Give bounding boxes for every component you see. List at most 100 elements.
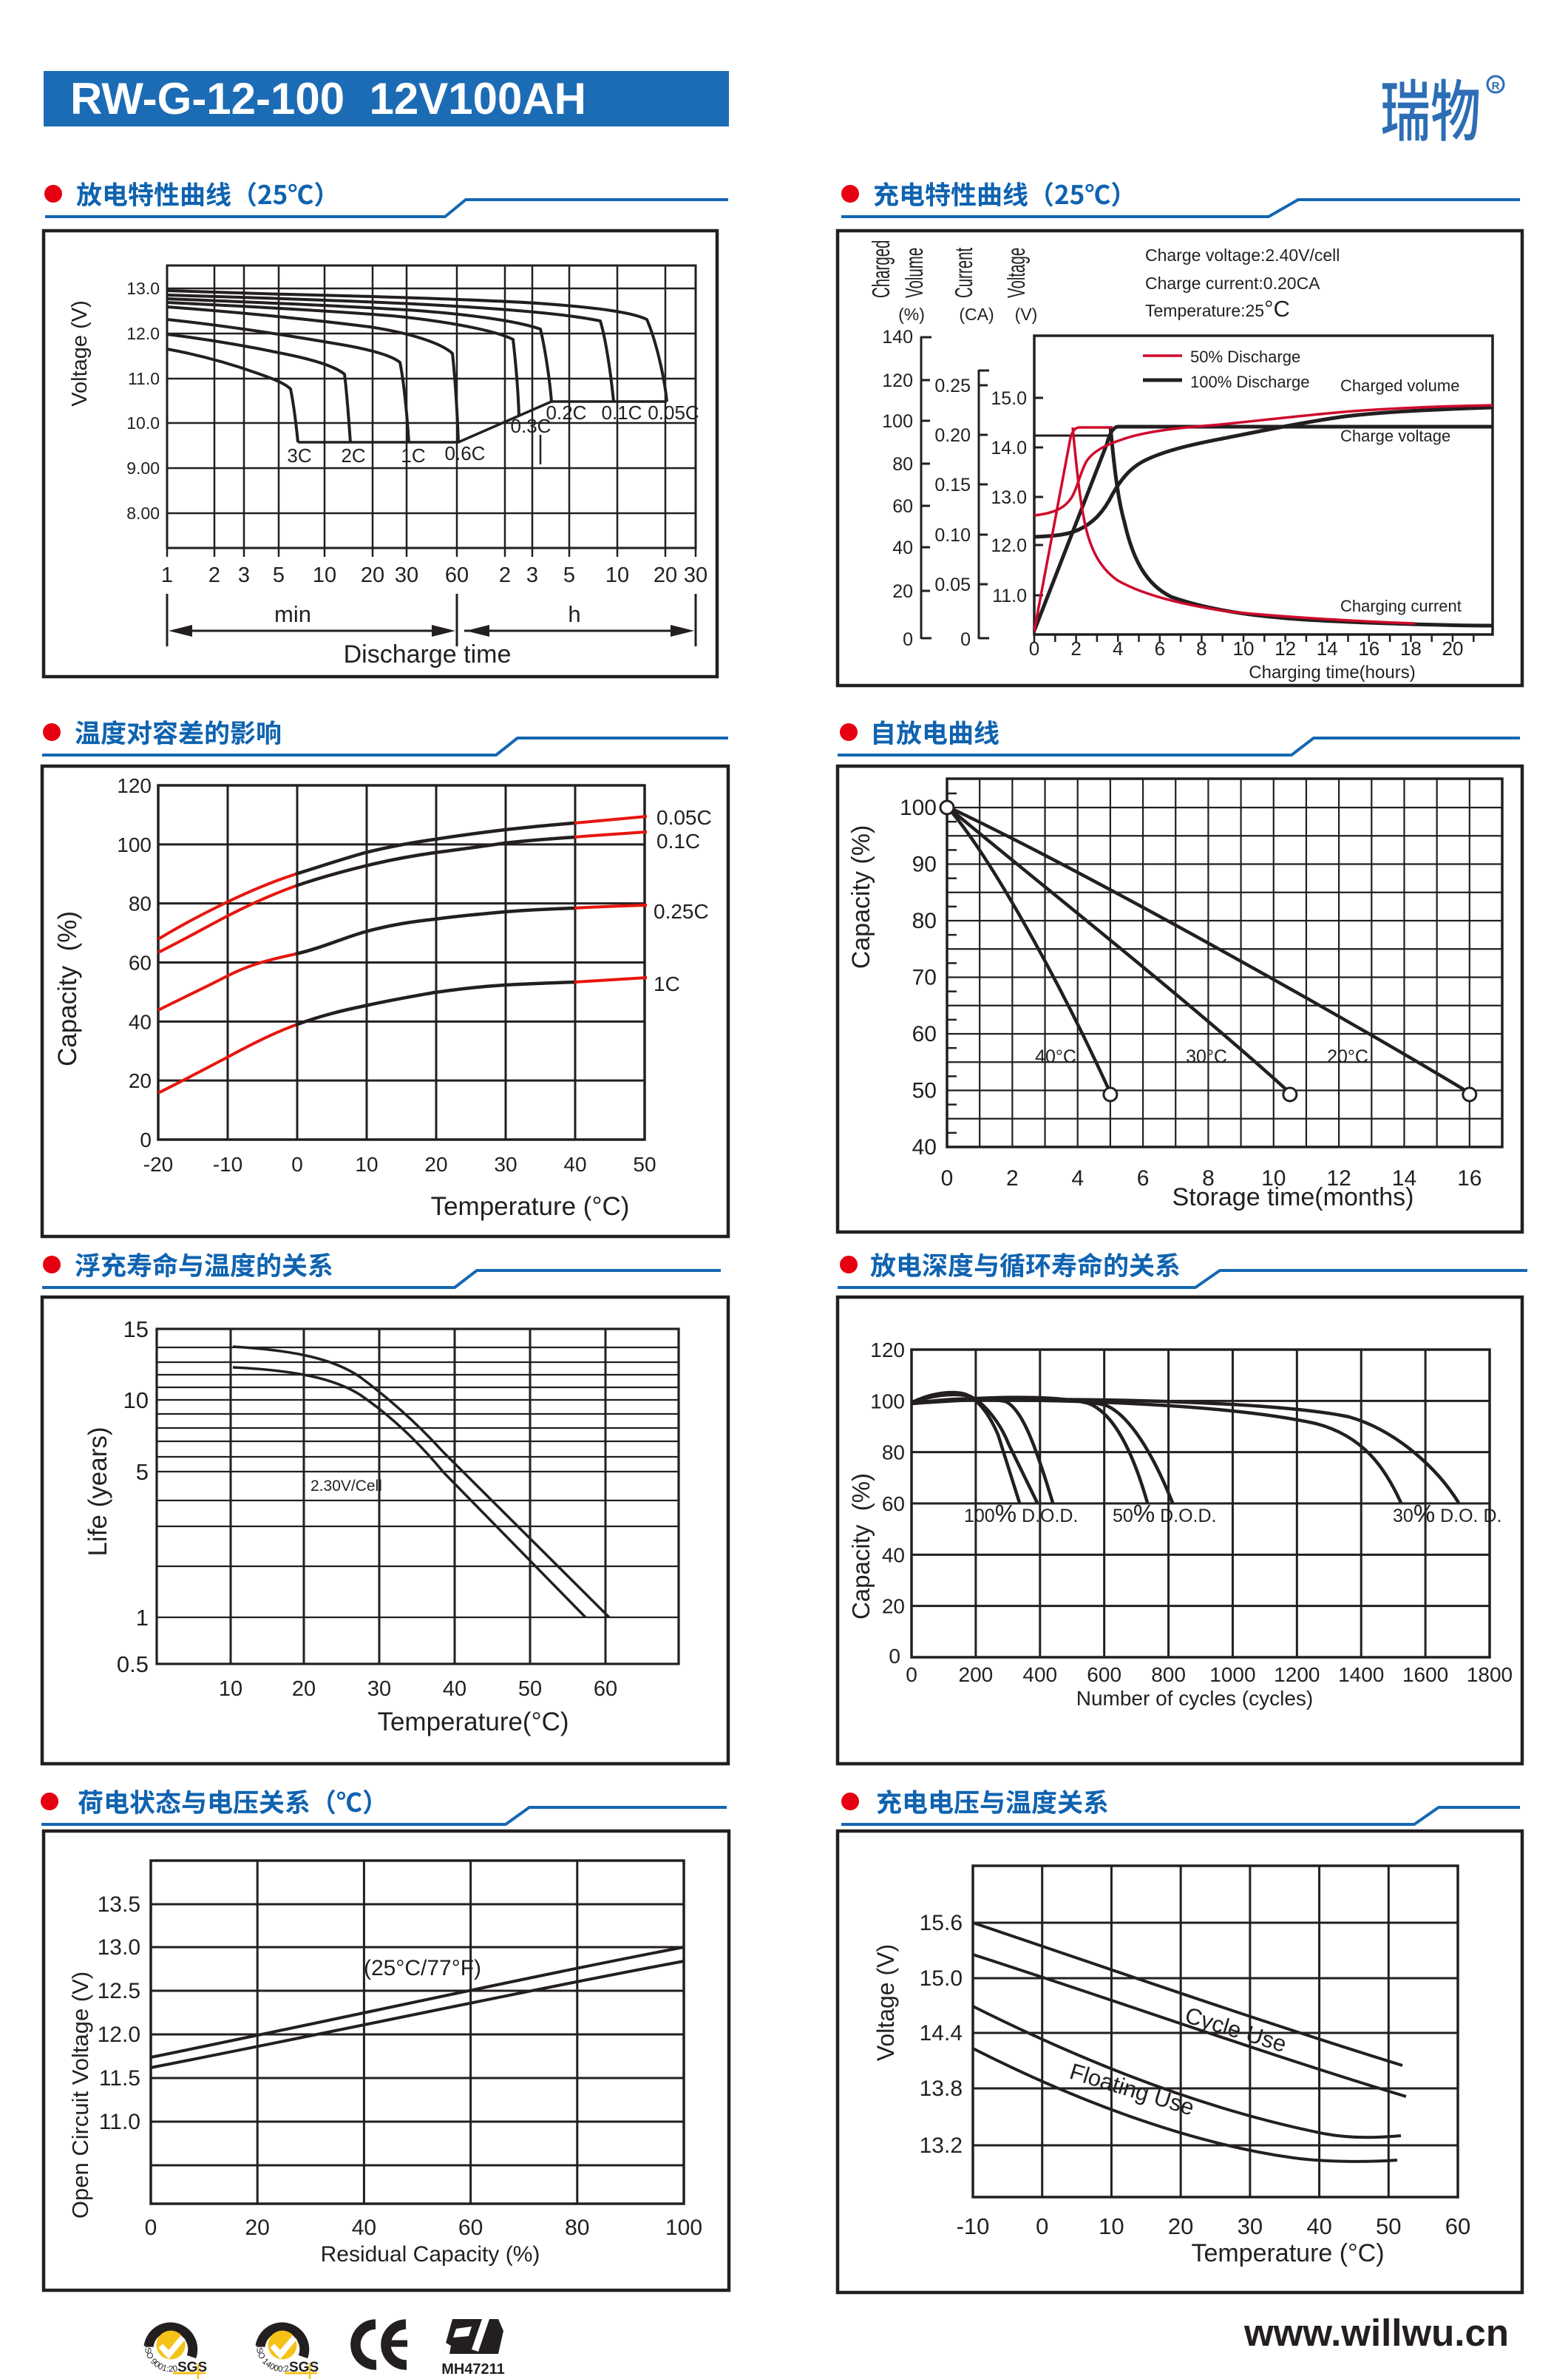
svg-text:Charge voltage:2.40V/cell: Charge voltage:2.40V/cell	[1145, 246, 1340, 265]
svg-text:12: 12	[1326, 1166, 1351, 1191]
svg-text:12.5: 12.5	[98, 1979, 140, 2003]
svg-text:8.00: 8.00	[126, 504, 160, 523]
svg-text:40: 40	[129, 1010, 152, 1033]
svg-text:Volume: Volume	[900, 248, 928, 298]
svg-text:6: 6	[1137, 1166, 1150, 1191]
svg-text:13.0: 13.0	[98, 1935, 140, 1960]
svg-text:Temperature(°C): Temperature(°C)	[377, 1708, 569, 1736]
svg-text:1C: 1C	[401, 444, 425, 467]
svg-text:Charging time(hours): Charging time(hours)	[1249, 663, 1415, 683]
svg-text:100: 100	[882, 411, 913, 432]
svg-text:8: 8	[1196, 637, 1206, 660]
svg-text:10: 10	[355, 1153, 378, 1176]
svg-text:5: 5	[563, 564, 575, 587]
svg-text:(V): (V)	[1015, 305, 1038, 324]
svg-text:R: R	[1492, 80, 1500, 92]
svg-text:20: 20	[1442, 637, 1464, 660]
svg-text:Capacity (%): Capacity (%)	[847, 825, 875, 969]
svg-text:4: 4	[1071, 1166, 1084, 1191]
svg-text:15.0: 15.0	[920, 1966, 963, 1991]
svg-text:0.05: 0.05	[934, 575, 971, 595]
svg-text:20: 20	[129, 1069, 152, 1092]
svg-text:0: 0	[906, 1663, 917, 1686]
svg-text:0.1C: 0.1C	[602, 402, 642, 424]
svg-text:Number of cycles (cycles): Number of cycles (cycles)	[1076, 1687, 1314, 1710]
svg-text:50: 50	[518, 1677, 542, 1701]
svg-text:100: 100	[870, 1390, 905, 1412]
svg-text:50: 50	[1376, 2213, 1401, 2239]
svg-text:-10: -10	[213, 1153, 242, 1176]
svg-text:13.0: 13.0	[991, 487, 1027, 508]
svg-text:14: 14	[1392, 1166, 1416, 1191]
svg-text:15: 15	[123, 1316, 149, 1342]
svg-text:60: 60	[882, 1492, 905, 1515]
svg-text:100: 100	[117, 833, 152, 856]
svg-text:600: 600	[1087, 1663, 1121, 1686]
svg-text:0.2C: 0.2C	[546, 402, 587, 424]
svg-text:20: 20	[292, 1677, 316, 1701]
svg-text:60: 60	[892, 496, 913, 517]
svg-text:3C: 3C	[287, 444, 311, 467]
svg-text:Open Circuit Voltage (V): Open Circuit Voltage (V)	[67, 1972, 93, 2219]
svg-text:140: 140	[882, 327, 913, 348]
svg-text:40: 40	[1306, 2213, 1331, 2239]
svg-text:-10: -10	[957, 2213, 990, 2239]
svg-text:6: 6	[1155, 637, 1165, 660]
svg-text:0: 0	[1036, 2213, 1048, 2239]
svg-text:80: 80	[565, 2216, 589, 2240]
svg-text:0: 0	[1029, 637, 1039, 660]
svg-text:90: 90	[912, 853, 937, 877]
svg-text:40: 40	[882, 1543, 905, 1566]
svg-text:Life (years): Life (years)	[84, 1427, 112, 1556]
svg-text:100: 100	[900, 796, 937, 820]
svg-text:12.0: 12.0	[991, 535, 1027, 556]
svg-text:10: 10	[1099, 2213, 1124, 2239]
svg-text:0.25C: 0.25C	[654, 900, 709, 923]
svg-text:0.1C: 0.1C	[656, 830, 700, 853]
svg-text:30: 30	[684, 564, 707, 587]
svg-text:0.15: 0.15	[934, 475, 971, 495]
svg-text:70: 70	[912, 966, 937, 990]
svg-text:50: 50	[633, 1153, 656, 1176]
svg-text:400: 400	[1022, 1663, 1057, 1686]
svg-text:0.20: 0.20	[934, 425, 971, 446]
svg-text:Charge voltage: Charge voltage	[1340, 427, 1450, 445]
svg-text:11.0: 11.0	[992, 586, 1027, 606]
svg-text:12.0: 12.0	[98, 2023, 140, 2047]
svg-text:80: 80	[892, 454, 913, 475]
svg-text:1400: 1400	[1338, 1663, 1384, 1686]
svg-text:13.8: 13.8	[920, 2077, 963, 2101]
svg-text:10: 10	[1233, 637, 1255, 660]
svg-text:40: 40	[352, 2216, 376, 2240]
svg-text:11.5: 11.5	[99, 2066, 140, 2091]
svg-text:(%): (%)	[898, 305, 925, 324]
svg-text:2.30V/Cell: 2.30V/Cell	[310, 1478, 382, 1495]
svg-text:11.0: 11.0	[128, 369, 160, 388]
svg-text:Capacity (%): Capacity (%)	[847, 1473, 875, 1620]
svg-text:80: 80	[912, 909, 937, 933]
svg-text:Voltage (V): Voltage (V)	[872, 1944, 899, 2061]
svg-text:1200: 1200	[1274, 1663, 1320, 1686]
svg-text:10: 10	[1261, 1166, 1286, 1191]
svg-text:4: 4	[1113, 637, 1123, 660]
svg-text:120: 120	[117, 774, 152, 797]
svg-text:40°C: 40°C	[1035, 1046, 1076, 1067]
svg-text:Discharge time: Discharge time	[344, 640, 512, 669]
svg-text:www.willwu.cn: www.willwu.cn	[1243, 2312, 1509, 2354]
svg-text:20: 20	[424, 1153, 447, 1176]
svg-text:Charged: Charged	[867, 240, 895, 298]
svg-text:10: 10	[605, 564, 629, 587]
svg-text:1000: 1000	[1209, 1663, 1255, 1686]
svg-text:13.5: 13.5	[98, 1892, 140, 1917]
svg-text:Storage time(months): Storage time(months)	[1172, 1183, 1414, 1211]
svg-text:0.3C: 0.3C	[511, 415, 551, 437]
svg-text:min: min	[274, 601, 311, 627]
svg-text:Voltage (V): Voltage (V)	[68, 300, 92, 406]
svg-text:50: 50	[912, 1079, 937, 1103]
svg-text:30: 30	[494, 1153, 517, 1176]
svg-text:(CA): (CA)	[959, 305, 994, 324]
svg-text:1: 1	[136, 1605, 149, 1631]
svg-text:14: 14	[1317, 637, 1338, 660]
svg-text:12.0: 12.0	[126, 324, 160, 343]
svg-text:Current: Current	[950, 248, 977, 298]
